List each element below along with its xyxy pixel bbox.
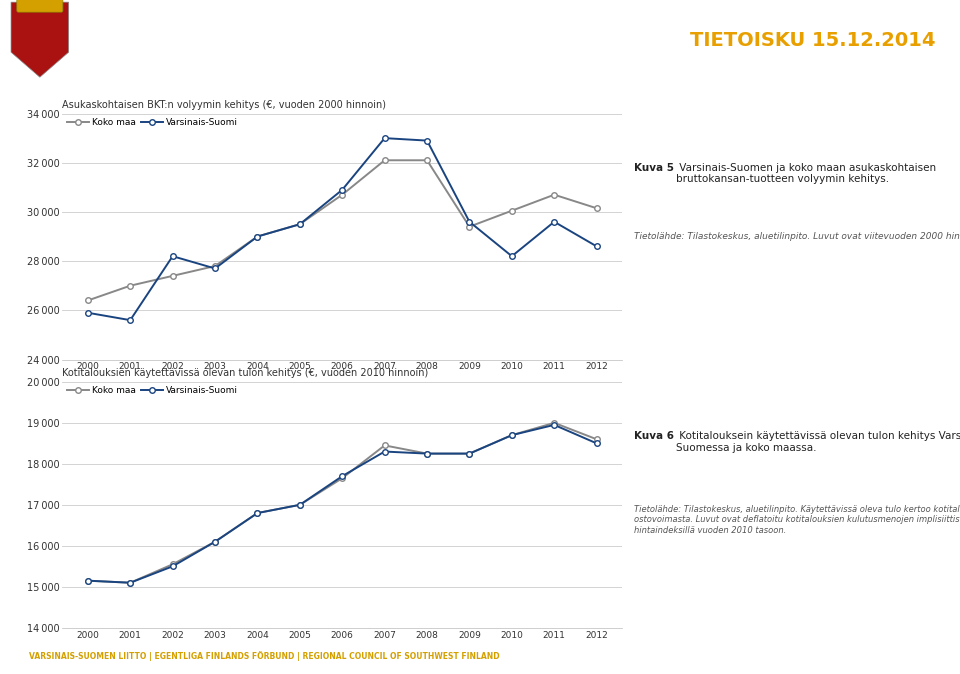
Text: Tietolähde: Tilastokeskus, aluetilinpito. Käytettävissä oleva tulo kertoo kotita: Tietolähde: Tilastokeskus, aluetilinpito… (634, 505, 960, 534)
Text: Tietolähde: Tilastokeskus, aluetilinpito. Luvut ovat viitevuoden 2000 hinnoin.: Tietolähde: Tilastokeskus, aluetilinpito… (634, 232, 960, 241)
Text: Kuva 5: Kuva 5 (634, 162, 674, 173)
Text: VARSINAIS-SUOMEN LIITTO | EGENTLIGA FINLANDS FÖRBUND | REGIONAL COUNCIL OF SOUTH: VARSINAIS-SUOMEN LIITTO | EGENTLIGA FINL… (29, 652, 499, 661)
Text: Kotitalouksein käytettävissä olevan tulon kehitys Varsinais-
Suomessa ja koko ma: Kotitalouksein käytettävissä olevan tulo… (677, 431, 960, 453)
Text: Kotitalouksien käytettävissä olevan tulon kehitys (€, vuoden 2010 hinnoin): Kotitalouksien käytettävissä olevan tulo… (62, 368, 429, 378)
Text: Kuva 6: Kuva 6 (634, 431, 674, 441)
FancyBboxPatch shape (17, 0, 63, 12)
Text: Varsinais-Suomen ja koko maan asukaskohtaisen
bruttokansan­tuotteen volyymin keh: Varsinais-Suomen ja koko maan asukaskoht… (677, 162, 937, 184)
Legend: Koko maa, Varsinais-Suomi: Koko maa, Varsinais-Suomi (67, 118, 238, 127)
Legend: Koko maa, Varsinais-Suomi: Koko maa, Varsinais-Suomi (67, 386, 238, 396)
Text: Asukaskohtaisen BKT:n volyymin kehitys (€, vuoden 2000 hinnoin): Asukaskohtaisen BKT:n volyymin kehitys (… (62, 100, 386, 110)
Text: TIETOISKU 15.12.2014: TIETOISKU 15.12.2014 (690, 30, 936, 49)
Polygon shape (12, 2, 69, 78)
